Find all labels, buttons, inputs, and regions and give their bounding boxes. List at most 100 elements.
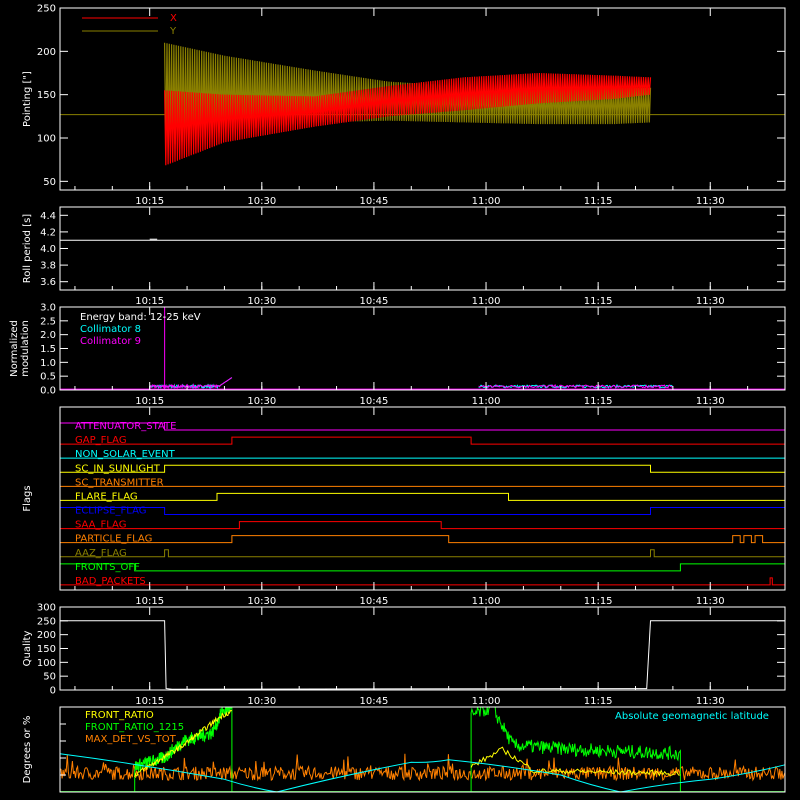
flags-ylabel: Flags	[22, 485, 33, 511]
quality-ytick-label-6: 300	[37, 603, 56, 614]
modulation-ytick-label-2: 1.0	[40, 358, 56, 369]
quality-xtick-label-3: 11:00	[472, 696, 501, 707]
flag-label-gap_flag: GAP_FLAG	[75, 435, 127, 446]
front-yellow-segment-0	[134, 709, 233, 778]
pointing-ytick-label-3: 200	[37, 47, 56, 58]
panel-flags: Flags ATTENUATOR_STATE GAP_FLAG NON_SOLAR_E…	[22, 406, 786, 607]
roll-xtick-label-0: 10:15	[135, 296, 164, 307]
roll-ytick-label-1: 3.8	[40, 261, 56, 272]
flag-label-saa_flag: SAA_FLAG	[75, 520, 126, 531]
front-legend-0: FRONT_RATIO	[85, 710, 154, 721]
quality-xtick-label-0: 10:15	[135, 696, 164, 707]
flag-line-bad_packets	[60, 577, 785, 586]
roll-xtick-label-5: 11:30	[696, 296, 725, 307]
flag-label-fronts_off: FRONTS_OFF	[75, 562, 140, 573]
flag-line-flare_flag	[60, 492, 785, 501]
pointing-ytick-label-0: 50	[43, 177, 56, 188]
flags-frame	[59, 406, 786, 591]
roll-xtick-label-3: 11:00	[472, 296, 501, 307]
flag-line-eclipse_flag	[59, 507, 786, 515]
pointing-legend-label-X: X	[170, 13, 177, 24]
roll-ytick-label-3: 4.2	[40, 227, 56, 238]
pointing-legend-label-Y: Y	[169, 26, 177, 37]
flag-label-sc_transmitter: SC_TRANSMITTER	[75, 477, 164, 488]
panel-modulation: 0.0 0.5 1.0 1.5 2.0 2.5 3.0 Normalized modulatio…	[9, 303, 786, 407]
modulation-ytick-label-6: 3.0	[40, 303, 56, 314]
pointing-xtick-label-5: 11:30	[696, 196, 725, 207]
modulation-xtick-label-4: 11:15	[584, 396, 613, 407]
modulation-cyan-segment-1	[478, 383, 674, 389]
roll-xtick-label-1: 10:30	[247, 296, 276, 307]
flag-line-gap_flag	[60, 436, 785, 445]
pointing-ylabel: Pointing ["]	[22, 71, 33, 127]
front-legend-1: FRONT_RATIO_1215	[85, 722, 184, 733]
roll-xtick-label-4: 11:15	[584, 296, 613, 307]
flag-label-attenuator_state: ATTENUATOR_STATE	[75, 421, 176, 432]
flag-line-fronts_off	[59, 563, 786, 572]
quality-ytick-label-5: 250	[37, 616, 56, 627]
quality-series	[60, 620, 785, 690]
pointing-xtick-label-4: 11:15	[584, 196, 613, 207]
quality-xtick-label-5: 11:30	[696, 696, 725, 707]
flags-xtick-label-1: 10:30	[247, 596, 276, 607]
modulation-xtick-label-1: 10:30	[247, 396, 276, 407]
modulation-ytick-label-3: 1.5	[40, 344, 56, 355]
roll-xtick-label-2: 10:45	[360, 296, 389, 307]
modulation-legend-2: Collimator 9	[80, 336, 141, 347]
modulation-legend-1: Collimator 8	[80, 324, 141, 335]
flag-line-saa_flag	[60, 521, 785, 530]
modulation-ylabel: Normalized	[9, 320, 20, 377]
pointing-xtick-label-3: 11:00	[472, 196, 501, 207]
roll-frame	[59, 206, 786, 291]
modulation-ylabel: modulation	[20, 320, 31, 377]
modulation-ytick-label-1: 0.5	[40, 372, 56, 383]
quality-ytick-label-4: 200	[37, 630, 56, 641]
flags-xtick-label-4: 11:15	[584, 596, 613, 607]
pointing-series-X	[164, 72, 652, 166]
pointing-ytick-label-1: 100	[37, 134, 56, 145]
quality-ytick-label-2: 100	[37, 658, 56, 669]
panel-front: Degrees or % FRONT_RATIOFRONT_RATIO_1215M…	[22, 706, 786, 793]
pointing-ytick-label-4: 250	[37, 4, 56, 15]
pointing-xtick-label-0: 10:15	[135, 196, 164, 207]
front-annotation: Absolute geomagnetic latitude	[615, 711, 769, 722]
front-ylabel: Degrees or %	[22, 716, 33, 784]
modulation-legend-0: Energy band: 12-25 keV	[80, 312, 201, 323]
front-green-segment-0	[134, 706, 233, 792]
modulation-magenta-segment-0	[149, 377, 233, 390]
roll-ytick-label-4: 4.4	[40, 211, 56, 222]
quality-ytick-label-0: 0	[50, 686, 56, 697]
modulation-frame	[59, 306, 786, 391]
flags-xtick-label-0: 10:15	[135, 596, 164, 607]
modulation-ytick-label-0: 0.0	[40, 386, 56, 397]
flag-label-bad_packets: BAD_PACKETS	[75, 576, 146, 587]
flag-label-eclipse_flag: ECLIPSE_FLAG	[75, 506, 146, 517]
flags-xtick-label-2: 10:45	[360, 596, 389, 607]
front-green-segment-1	[470, 706, 681, 792]
front-frame	[59, 706, 786, 793]
front-legend-2: MAX_DET_VS_TOT	[85, 734, 177, 745]
flags-xtick-label-3: 11:00	[472, 596, 501, 607]
flag-line-sc_in_sunlight	[60, 464, 785, 473]
panel-roll: 3.6 3.8 4.0 4.2 4.4 Roll period [s] 10:15 10:30…	[22, 206, 786, 307]
quality-xtick-label-4: 11:15	[584, 696, 613, 707]
flag-label-non_solar_event: NON_SOLAR_EVENT	[75, 449, 176, 460]
front-orange-series	[59, 753, 786, 782]
modulation-xtick-label-3: 11:00	[472, 396, 501, 407]
flag-line-particle_flag	[60, 535, 785, 544]
flag-label-aaz_flag: AAZ_FLAG	[75, 548, 127, 559]
quality-frame	[59, 606, 786, 691]
panel-pointing: 50 100 150 200 250 Pointing ["] XY 10:15 10:30 10…	[22, 4, 786, 207]
roll-ytick-label-2: 4.0	[40, 244, 56, 255]
quality-xtick-label-1: 10:30	[247, 696, 276, 707]
quality-ytick-label-1: 50	[43, 672, 56, 683]
flag-label-sc_in_sunlight: SC_IN_SUNLIGHT	[75, 463, 161, 474]
pointing-ytick-label-2: 150	[37, 90, 56, 101]
front-latitude-series	[59, 753, 786, 793]
modulation-xtick-label-0: 10:15	[135, 396, 164, 407]
pointing-xtick-label-2: 10:45	[360, 196, 389, 207]
roll-ytick-label-0: 3.6	[40, 277, 56, 288]
modulation-ytick-label-4: 2.0	[40, 330, 56, 341]
modulation-magenta-segment-1	[478, 383, 674, 389]
